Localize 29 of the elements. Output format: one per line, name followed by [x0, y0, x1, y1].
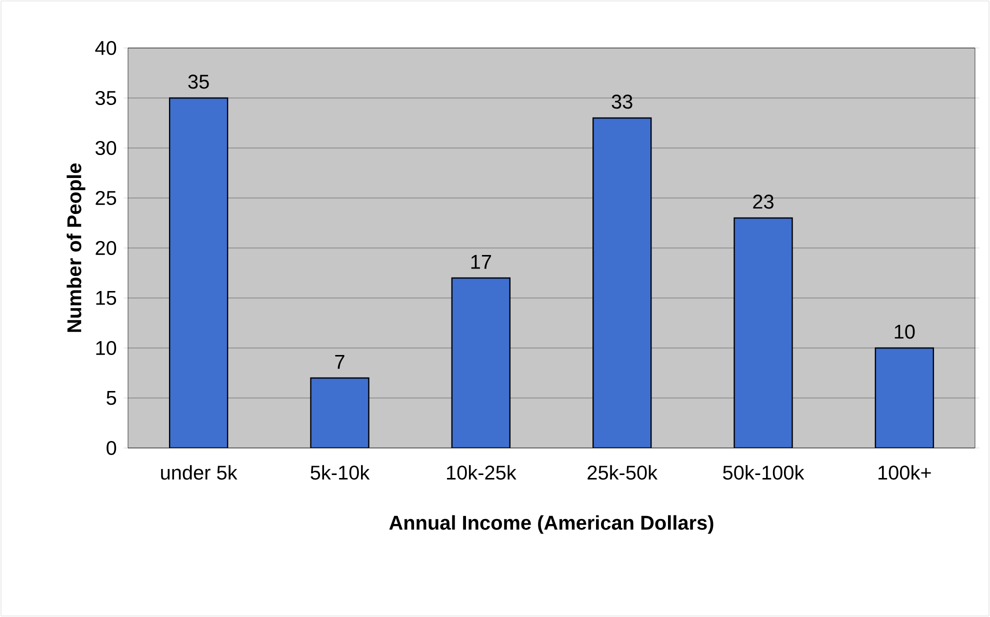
bar	[451, 277, 511, 448]
x-tick-label: 5k-10k	[310, 465, 370, 480]
x-tick-label: 10k-25k	[446, 465, 516, 480]
data-label: 10	[894, 324, 915, 339]
y-tick-label: 10	[96, 340, 116, 356]
y-tick-label: 25	[96, 190, 116, 206]
x-tick-label: under 5k	[161, 465, 238, 480]
x-tick-label: 25k-50k	[588, 465, 658, 480]
bar	[592, 117, 652, 448]
data-label: 7	[335, 355, 344, 369]
data-label: 33	[612, 94, 632, 109]
y-tick-label: 40	[95, 40, 116, 56]
data-label: 35	[188, 74, 209, 89]
y-tick-label: 15	[96, 291, 116, 305]
y-tick-label: 30	[96, 140, 116, 156]
bar	[874, 347, 934, 448]
data-label: 17	[471, 255, 491, 269]
x-tick-label: 100k+	[878, 465, 931, 480]
bar	[168, 97, 228, 448]
bar	[310, 377, 370, 448]
x-tick-label: 50k-100k	[723, 465, 804, 480]
y-tick-label: 0	[106, 440, 116, 456]
bar	[734, 217, 793, 448]
y-tick-label: 5	[106, 391, 116, 405]
y-tick-label: 35	[96, 90, 116, 106]
x-axis-title: Annual Income (American Dollars)	[389, 515, 714, 534]
y-tick-label: 20	[96, 240, 116, 256]
y-axis-title: Number of People	[66, 163, 86, 332]
data-label: 23	[753, 194, 774, 209]
